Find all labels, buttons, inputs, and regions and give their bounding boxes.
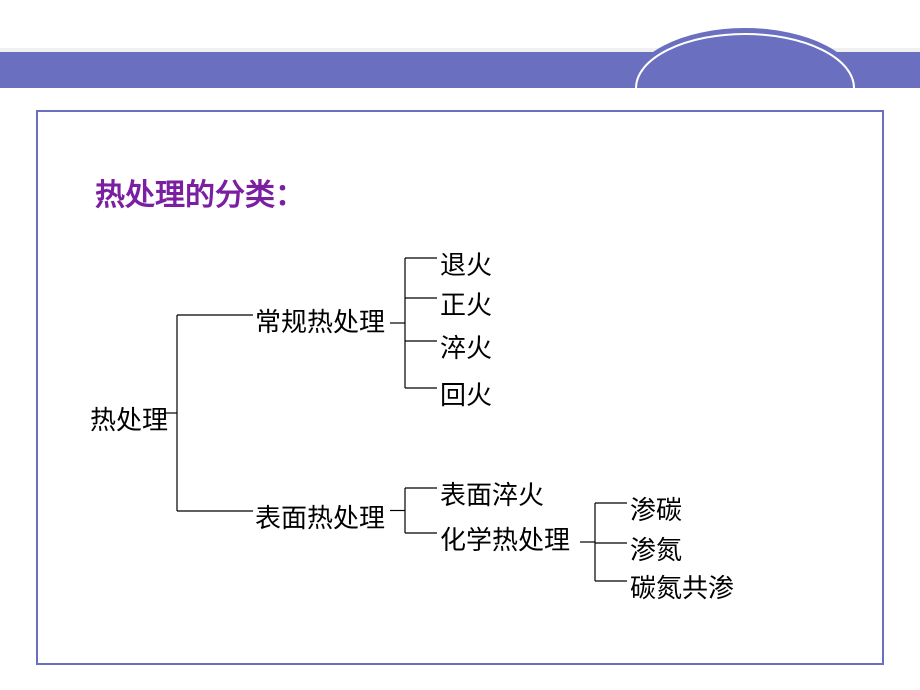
tree-node-s1: 表面淬火: [440, 475, 544, 512]
tree-node-c3: 碳氮共渗: [630, 568, 734, 605]
tree-node-l1: 退火: [440, 245, 492, 282]
arc-svg: [630, 28, 860, 88]
slide: 热处理的分类： 热处理 常规热处理表面热处理 退火正火淬火回火表面淬火化学热处理 渗碳…: [0, 0, 920, 690]
corner-arc: [630, 28, 860, 88]
tree-node-root: 热处理: [90, 400, 168, 437]
tree-node-l2: 正火: [440, 285, 492, 322]
tree-node-l4: 回火: [440, 375, 492, 412]
tree-node-l3: 淬火: [440, 328, 492, 365]
tree-node-c1: 渗碳: [630, 490, 682, 527]
tree-node-c2: 渗氮: [630, 530, 682, 567]
tree-node-cat2: 表面热处理: [255, 498, 385, 535]
tree-node-s2: 化学热处理: [440, 520, 570, 557]
tree-diagram: 热处理 常规热处理表面热处理 退火正火淬火回火表面淬火化学热处理 渗碳渗氮碳氮共渗: [85, 245, 865, 605]
tree-node-cat1: 常规热处理: [255, 302, 385, 339]
page-title: 热处理的分类：: [95, 170, 305, 214]
